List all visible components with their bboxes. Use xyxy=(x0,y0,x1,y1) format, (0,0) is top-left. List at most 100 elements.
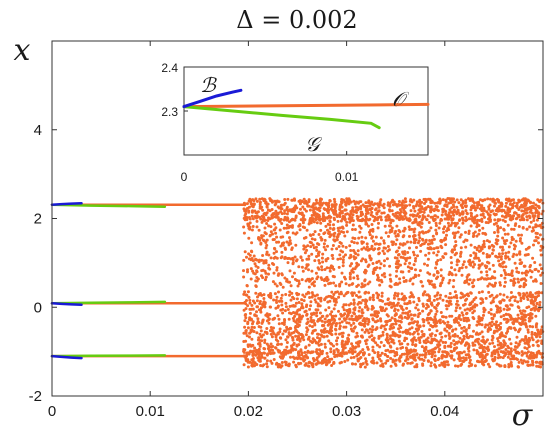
scatter-point xyxy=(452,205,456,209)
scatter-point xyxy=(439,338,443,342)
scatter-point xyxy=(507,346,511,350)
scatter-point xyxy=(275,250,278,254)
scatter-point xyxy=(255,310,258,314)
scatter-point xyxy=(398,324,402,327)
scatter-point xyxy=(493,349,496,353)
scatter-point xyxy=(327,215,331,218)
scatter-point xyxy=(521,226,525,229)
scatter-point xyxy=(329,207,333,211)
scatter-point xyxy=(504,198,508,202)
scatter-point xyxy=(277,322,281,326)
scatter-point xyxy=(279,235,283,239)
scatter-point xyxy=(369,257,373,261)
scatter-point xyxy=(438,221,442,225)
scatter-point xyxy=(328,223,332,227)
scatter-point xyxy=(434,228,438,232)
scatter-point xyxy=(525,215,529,219)
scatter-point xyxy=(305,292,308,296)
scatter-point xyxy=(403,206,407,209)
scatter-point xyxy=(429,226,433,230)
scatter-point xyxy=(478,332,482,336)
scatter-point xyxy=(284,338,288,342)
scatter-point xyxy=(255,269,259,273)
scatter-point xyxy=(268,197,272,201)
scatter-point xyxy=(261,268,265,272)
scatter-point xyxy=(250,257,254,260)
scatter-point xyxy=(470,212,473,216)
scatter-point xyxy=(415,202,419,206)
scatter-point xyxy=(314,198,318,202)
scatter-point xyxy=(497,209,501,213)
scatter-point xyxy=(399,255,403,259)
scatter-point xyxy=(330,290,334,294)
scatter-point xyxy=(516,358,519,361)
scatter-point xyxy=(269,225,273,229)
scatter-point xyxy=(307,200,311,204)
scatter-point xyxy=(531,205,535,208)
scatter-point xyxy=(461,221,465,225)
scatter-point xyxy=(515,270,519,274)
scatter-point xyxy=(353,228,357,231)
scatter-point xyxy=(308,240,312,244)
scatter-point xyxy=(244,212,248,216)
scatter-point xyxy=(251,217,255,221)
scatter-point xyxy=(273,215,277,219)
scatter-point xyxy=(531,338,535,342)
scatter-point xyxy=(280,203,284,207)
scatter-point xyxy=(317,339,321,343)
scatter-point xyxy=(372,203,375,207)
scatter-point xyxy=(259,241,263,245)
scatter-point xyxy=(359,365,363,369)
scatter-point xyxy=(301,293,305,297)
scatter-point xyxy=(386,355,390,358)
scatter-point xyxy=(286,335,289,339)
scatter-point xyxy=(526,364,530,367)
scatter-point xyxy=(287,220,291,224)
scatter-point xyxy=(499,309,503,313)
scatter-point xyxy=(399,346,403,350)
scatter-point xyxy=(504,312,508,316)
scatter-point xyxy=(396,234,400,238)
scatter-point xyxy=(243,313,247,317)
scatter-point xyxy=(256,277,260,281)
scatter-point xyxy=(403,262,407,266)
scatter-point xyxy=(382,211,386,215)
scatter-point xyxy=(293,218,297,222)
scatter-point xyxy=(416,241,420,245)
scatter-point xyxy=(429,247,433,251)
scatter-point xyxy=(263,197,266,201)
scatter-point xyxy=(367,199,371,203)
scatter-point xyxy=(450,261,453,265)
scatter-point xyxy=(524,279,528,282)
scatter-point xyxy=(344,282,348,286)
scatter-point xyxy=(538,263,542,267)
scatter-point xyxy=(496,350,500,354)
scatter-point xyxy=(272,332,276,336)
scatter-point xyxy=(459,198,463,202)
scatter-point xyxy=(481,226,485,230)
scatter-point xyxy=(461,339,465,343)
scatter-point xyxy=(464,245,468,249)
scatter-point xyxy=(305,248,309,252)
x-tick-label: 0.01 xyxy=(136,403,165,420)
scatter-point xyxy=(447,301,451,305)
scatter-point xyxy=(496,343,500,347)
scatter-point xyxy=(305,202,309,206)
scatter-point xyxy=(264,246,268,250)
scatter-point xyxy=(422,242,426,246)
scatter-point xyxy=(467,229,471,233)
scatter-point xyxy=(530,295,534,299)
scatter-point xyxy=(248,217,252,221)
scatter-point xyxy=(465,319,469,323)
scatter-point xyxy=(498,281,502,285)
scatter-point xyxy=(536,328,540,332)
scatter-point xyxy=(456,230,460,234)
scatter-point xyxy=(373,314,377,317)
scatter-point xyxy=(474,332,478,336)
main-branches xyxy=(50,201,245,360)
scatter-point xyxy=(528,265,532,269)
scatter-point xyxy=(512,227,516,231)
scatter-point xyxy=(497,259,501,263)
scatter-point xyxy=(502,317,506,321)
scatter-point xyxy=(273,222,277,226)
